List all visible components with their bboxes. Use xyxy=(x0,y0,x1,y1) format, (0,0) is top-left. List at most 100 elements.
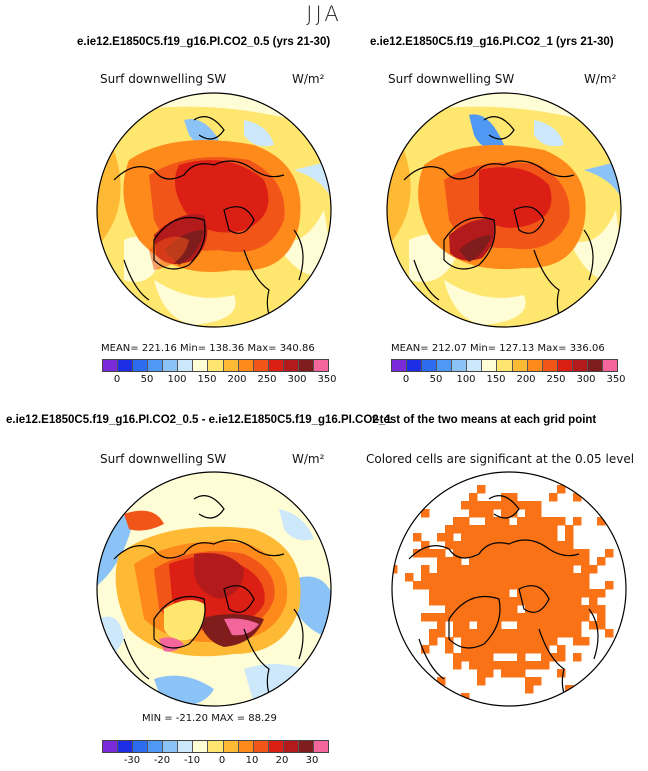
significant-cell xyxy=(581,605,590,614)
significant-cell xyxy=(461,597,470,606)
significant-cell xyxy=(477,541,486,550)
significant-cell xyxy=(469,581,478,590)
significant-cell xyxy=(461,581,470,590)
colorbar-ticks-bottom-left: -30 -20 -10 0 10 20 30 xyxy=(102,755,327,769)
units-label-top-left: W/m² xyxy=(292,72,325,86)
significant-cell xyxy=(461,629,470,638)
significant-cell xyxy=(469,541,478,550)
significant-cell xyxy=(533,557,542,566)
significant-cell xyxy=(525,605,534,614)
significant-cell xyxy=(541,597,550,606)
significant-cell xyxy=(573,613,582,622)
significant-cell xyxy=(509,613,518,622)
significant-cell xyxy=(461,533,470,542)
significant-cell xyxy=(541,653,550,662)
significant-cell xyxy=(501,645,510,654)
significant-cell xyxy=(517,517,526,526)
significant-cell xyxy=(485,669,494,678)
significant-cell xyxy=(477,485,486,494)
significant-cell xyxy=(485,597,494,606)
significant-cell xyxy=(533,677,542,686)
significant-cell xyxy=(437,557,446,566)
significant-cell xyxy=(501,501,510,510)
significant-cell xyxy=(557,549,566,558)
significant-cell xyxy=(565,629,574,638)
significant-cell xyxy=(573,549,582,558)
colorbar-swatch xyxy=(253,360,269,371)
significant-cell xyxy=(581,637,590,646)
significant-cell xyxy=(565,557,574,566)
significant-cell xyxy=(477,565,486,574)
significant-cell xyxy=(453,525,462,534)
significant-cell xyxy=(533,533,542,542)
significant-cell xyxy=(517,589,526,598)
colorbar-swatch xyxy=(268,741,284,752)
significant-cell xyxy=(477,549,486,558)
significant-cell xyxy=(477,677,486,686)
significant-cell xyxy=(517,669,526,678)
significant-cell xyxy=(565,549,574,558)
significant-cell xyxy=(445,581,454,590)
significant-cell xyxy=(485,637,494,646)
significant-cell xyxy=(525,637,534,646)
significant-cell xyxy=(517,541,526,550)
significant-cell xyxy=(397,501,406,510)
significant-cell xyxy=(429,613,438,622)
significant-cell xyxy=(453,517,462,526)
significant-cell xyxy=(421,613,430,622)
colorbar-swatch xyxy=(163,741,179,752)
significant-cell xyxy=(589,693,598,702)
significant-cell xyxy=(453,613,462,622)
significant-cell xyxy=(533,509,542,518)
significant-cell xyxy=(493,549,502,558)
significant-cell xyxy=(509,629,518,638)
colorbar-tick-label: 20 xyxy=(275,755,289,766)
significant-cell xyxy=(485,525,494,534)
significant-cell xyxy=(517,661,526,670)
colorbar-swatch xyxy=(572,360,588,371)
significant-cell xyxy=(557,472,566,478)
significant-cell xyxy=(597,613,606,622)
significant-cell xyxy=(437,677,446,686)
significant-cell xyxy=(597,557,606,566)
colorbar-tick-label: 300 xyxy=(287,374,307,385)
significant-cell xyxy=(533,525,542,534)
significant-cell xyxy=(477,629,486,638)
colorbar-tick-label: 0 xyxy=(113,374,121,385)
significant-cell xyxy=(453,589,462,598)
significant-cell xyxy=(541,613,550,622)
significant-cell xyxy=(421,645,430,654)
significant-cell xyxy=(525,621,534,630)
significant-cell xyxy=(445,573,454,582)
significant-cell xyxy=(469,549,478,558)
significant-cell xyxy=(573,621,582,630)
significant-cell xyxy=(525,661,534,670)
significant-cell xyxy=(461,501,470,510)
colorbar-tick-label: 150 xyxy=(197,374,217,385)
significant-cell xyxy=(493,573,502,582)
significant-cell xyxy=(549,605,558,614)
significant-cell xyxy=(517,653,526,662)
significant-cell xyxy=(541,637,550,646)
colorbar-swatch xyxy=(422,360,438,371)
colorbar-tick-label: 300 xyxy=(576,374,596,385)
significant-cell xyxy=(533,573,542,582)
significant-cell xyxy=(485,565,494,574)
panel-title-bottom-right: t-test of the two means at each grid poi… xyxy=(372,414,597,426)
colorbar-swatch xyxy=(193,741,209,752)
colorbar-swatch xyxy=(133,741,149,752)
colorbar-tick-label: 0 xyxy=(402,374,410,385)
significant-cell xyxy=(429,549,438,558)
significant-cell xyxy=(541,645,550,654)
significant-cell xyxy=(549,629,558,638)
significant-cell xyxy=(557,485,566,494)
colorbar-ticks-top-left: 0 50 100 150 200 250 300 350 xyxy=(102,374,337,388)
significant-cell xyxy=(453,557,462,566)
significant-cell xyxy=(549,525,558,534)
panel-title-top-left: e.ie12.E1850C5.f19_g16.PI.CO2_0.5 (yrs 2… xyxy=(77,36,331,48)
colorbar-swatch xyxy=(223,360,239,371)
colorbar-tick-label: 350 xyxy=(606,374,626,385)
colorbar-swatch xyxy=(208,741,224,752)
significant-cell xyxy=(557,629,566,638)
significant-cell xyxy=(429,629,438,638)
